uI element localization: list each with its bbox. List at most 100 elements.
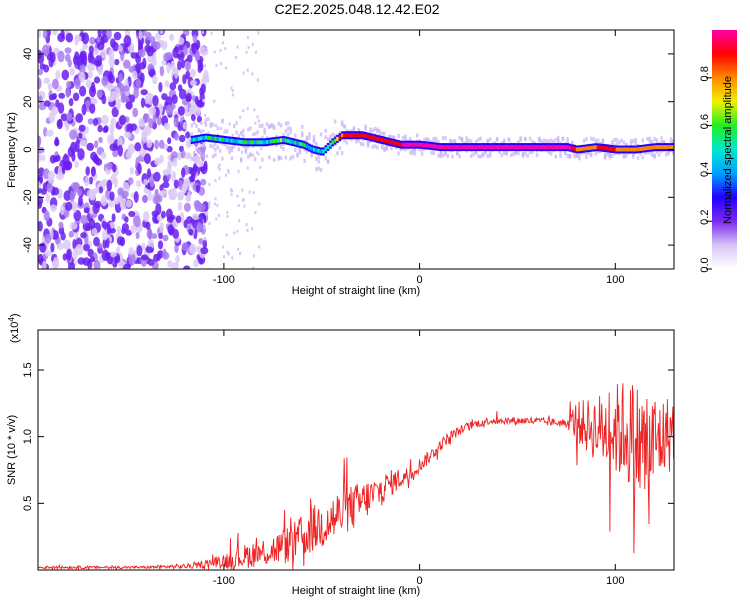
noise-blob bbox=[142, 113, 150, 123]
noise-blob bbox=[173, 117, 179, 128]
ridge-core bbox=[190, 137, 194, 142]
noise-blob bbox=[78, 132, 83, 139]
noise-blob bbox=[82, 42, 88, 50]
ridge-halo bbox=[272, 126, 276, 131]
ridge-core bbox=[446, 145, 450, 150]
noise-speck bbox=[205, 46, 208, 50]
noise-blob bbox=[56, 172, 64, 181]
ridge-core bbox=[242, 140, 245, 145]
ridge-halo bbox=[472, 152, 475, 157]
ridge-core bbox=[561, 145, 565, 150]
spectrogram-panel: -100 0 100 -40 -20 0 20 40 Height of straight … bbox=[6, 29, 675, 297]
noise-blob bbox=[38, 68, 44, 76]
ridge-halo bbox=[411, 151, 414, 156]
noise-blob bbox=[130, 123, 137, 131]
ridge-halo bbox=[329, 134, 332, 139]
noise-blob bbox=[94, 55, 103, 67]
noise-blob bbox=[185, 194, 191, 203]
ridge-core bbox=[272, 139, 276, 144]
ridge-core bbox=[315, 148, 318, 153]
noise-blob bbox=[141, 195, 148, 203]
noise-speck bbox=[246, 68, 249, 72]
ridge-halo bbox=[244, 145, 248, 150]
ridge-halo bbox=[594, 151, 597, 156]
colorbar-tick-label: 0.4 bbox=[699, 162, 711, 177]
ridge-core bbox=[500, 145, 504, 150]
ridge-halo bbox=[418, 147, 421, 152]
ridge-core bbox=[495, 145, 499, 150]
noise-blob bbox=[174, 243, 179, 253]
ridge-halo bbox=[444, 150, 447, 155]
noise-blob bbox=[143, 178, 149, 186]
ridge-halo bbox=[404, 147, 407, 152]
noise-blob bbox=[83, 207, 90, 214]
ridge-core bbox=[317, 148, 320, 153]
noise-speck bbox=[231, 189, 233, 193]
noise-speck bbox=[205, 154, 208, 158]
ridge-halo bbox=[326, 137, 330, 142]
noise-blob bbox=[161, 40, 168, 50]
ridge-halo bbox=[221, 119, 224, 124]
ridge-halo bbox=[521, 152, 525, 157]
noise-blob bbox=[78, 71, 86, 83]
ridge-halo bbox=[402, 135, 405, 140]
noise-speck bbox=[225, 66, 228, 70]
ridge-core bbox=[620, 147, 623, 152]
ridge-halo bbox=[279, 156, 283, 161]
noise-blob bbox=[155, 194, 163, 203]
noise-blob bbox=[166, 62, 171, 74]
ridge-halo bbox=[615, 142, 619, 147]
ridge-halo bbox=[535, 153, 539, 158]
noise-blob bbox=[158, 233, 164, 240]
noise-blob bbox=[106, 223, 111, 235]
noise-blob bbox=[88, 218, 96, 229]
noise-blob bbox=[38, 253, 44, 264]
noise-blob bbox=[167, 160, 173, 168]
ridge-halo bbox=[557, 135, 560, 140]
colorbar: 0.0 0.2 0.4 0.6 0.8 Normalized spectral ampl… bbox=[699, 30, 737, 273]
ridge-core bbox=[331, 140, 335, 145]
noise-speck bbox=[215, 63, 218, 67]
ridge-core bbox=[402, 142, 405, 147]
ridge-halo bbox=[242, 134, 245, 139]
noise-blob bbox=[135, 231, 140, 240]
noise-blob bbox=[196, 115, 202, 123]
noise-speck bbox=[254, 211, 257, 214]
noise-blob bbox=[38, 30, 42, 38]
ridge-halo bbox=[430, 150, 433, 155]
ridge-halo bbox=[477, 137, 480, 142]
noise-blob bbox=[177, 191, 185, 200]
noise-blob bbox=[93, 259, 101, 269]
ridge-core bbox=[535, 145, 539, 150]
ridge-core bbox=[319, 149, 323, 154]
ridge-halo bbox=[582, 138, 586, 143]
noise-blob bbox=[43, 100, 51, 107]
ridge-core bbox=[611, 147, 614, 151]
noise-speck bbox=[208, 204, 211, 208]
noise-blob bbox=[125, 116, 130, 123]
ridge-halo bbox=[247, 127, 250, 132]
noise-blob bbox=[89, 103, 96, 114]
ridge-core bbox=[566, 145, 569, 150]
noise-blob bbox=[183, 45, 188, 56]
ridge-halo bbox=[200, 151, 203, 156]
noise-blob bbox=[140, 254, 149, 261]
noise-blob bbox=[148, 106, 156, 116]
noise-speck bbox=[239, 115, 242, 119]
noise-blob bbox=[178, 134, 186, 143]
noise-speck bbox=[218, 163, 221, 167]
ridge-halo bbox=[305, 149, 309, 154]
noise-blob bbox=[116, 246, 121, 254]
noise-blob bbox=[183, 219, 188, 229]
noise-blob bbox=[113, 176, 118, 188]
noise-blob bbox=[111, 213, 116, 223]
y-tick-label: -40 bbox=[22, 237, 34, 253]
noise-speck bbox=[252, 191, 255, 195]
noise-blob bbox=[77, 257, 86, 265]
noise-speck bbox=[255, 50, 257, 54]
ridge-core bbox=[484, 145, 487, 150]
ridge-halo bbox=[362, 142, 365, 147]
ridge-halo bbox=[596, 138, 600, 143]
noise-blob bbox=[177, 84, 183, 92]
noise-blob bbox=[38, 187, 43, 194]
